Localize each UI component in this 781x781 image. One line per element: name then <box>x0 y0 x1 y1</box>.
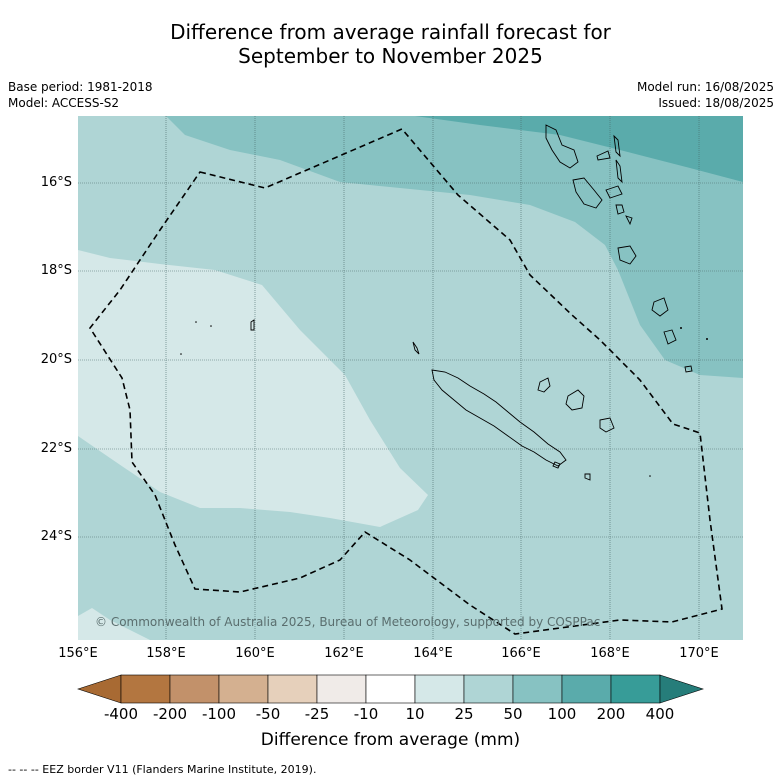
new-caledonia-island <box>431 369 567 467</box>
colorbar-arrow-low <box>77 674 122 704</box>
islet-dot-5 <box>706 338 708 340</box>
islet-dot-3 <box>180 353 182 355</box>
lat-label-24s: 24°S <box>40 529 72 544</box>
lon-label-168e: 168°E <box>590 646 630 661</box>
eez-border <box>89 128 723 635</box>
colorbar-arrow-high <box>659 674 704 704</box>
walpole-island <box>584 473 591 481</box>
contour-100-200 <box>415 116 743 182</box>
lon-label-164e: 164°E <box>413 646 453 661</box>
colorbar-segment <box>120 674 171 704</box>
gridlines <box>78 116 743 640</box>
erromango-island <box>651 297 669 317</box>
colorbar-tick-label: -10 <box>353 705 379 723</box>
ouvea-island <box>537 377 551 393</box>
small-western-islets <box>250 319 255 331</box>
lon-label-170e: 170°E <box>679 646 719 661</box>
pentecost-island <box>615 159 623 184</box>
contour-10-25-sw <box>78 608 150 640</box>
colorbar-tick-label: 10 <box>405 705 425 723</box>
epi-shepherd-islands <box>615 204 633 226</box>
lat-label-20s: 20°S <box>40 352 72 367</box>
mare-island <box>599 417 615 433</box>
colorbar-segment <box>610 674 661 704</box>
colorbar-tick-label: -200 <box>152 705 188 723</box>
lon-label-162e: 162°E <box>324 646 364 661</box>
eez-legend-footer: -- -- -- EEZ border V11 (Flanders Marine… <box>8 763 317 776</box>
model-run: Model run: 16/08/2025 <box>636 80 774 94</box>
title-line-2: September to November 2025 <box>238 44 543 68</box>
islet-dot-4 <box>649 475 651 477</box>
colorbar-tick-label: 50 <box>503 705 523 723</box>
colorbar-segment <box>365 674 416 704</box>
colorbar-tick-label: -100 <box>201 705 237 723</box>
colorbar-tick-label: 100 <box>547 705 577 723</box>
aneityum-island <box>684 365 693 373</box>
colorbar-tick-label: 200 <box>596 705 626 723</box>
colorbar-tick-label: -400 <box>103 705 139 723</box>
model-name: Model: ACCESS-S2 <box>8 96 120 110</box>
colorbar-segment <box>414 674 465 704</box>
belep-islands <box>412 341 420 355</box>
colorbar-segment <box>463 674 514 704</box>
copyright-text: © Commonwealth of Australia 2025, Bureau… <box>95 615 600 629</box>
ambae-island <box>596 150 611 161</box>
malekula-island <box>572 177 603 209</box>
espiritu-santo-island <box>545 124 579 169</box>
lifou-island <box>565 389 585 411</box>
colorbar-tick-label: 25 <box>454 705 474 723</box>
colorbar-title: Difference from average (mm) <box>260 730 521 750</box>
colorbar-tick-label: -25 <box>304 705 330 723</box>
lon-label-156e: 156°E <box>58 646 98 661</box>
issued-date: Issued: 18/08/2025 <box>658 96 774 110</box>
colorbar-tick-label: -50 <box>255 705 281 723</box>
base-period: Base period: 1981-2018 <box>8 80 153 94</box>
lon-label-166e: 166°E <box>501 646 541 661</box>
lon-label-160e: 160°E <box>235 646 275 661</box>
ambrym-island <box>605 185 623 199</box>
colorbar-segment <box>561 674 612 704</box>
lon-label-158e: 158°E <box>146 646 186 661</box>
tanna-island <box>663 329 677 345</box>
colorbar-segment <box>169 674 220 704</box>
lat-label-16s: 16°S <box>40 175 72 190</box>
islet-dot-2 <box>210 325 212 327</box>
islet-dot-1 <box>195 321 197 323</box>
colorbar-segment <box>512 674 563 704</box>
colorbar-segment <box>218 674 269 704</box>
map-panel: © Commonwealth of Australia 2025, Bureau… <box>78 116 743 640</box>
colorbar-segment <box>267 674 318 704</box>
colorbar-segment <box>316 674 367 704</box>
contour-50-100 <box>166 116 743 378</box>
islet-dot-6 <box>680 327 682 329</box>
isle-of-pines <box>552 461 561 469</box>
lat-label-18s: 18°S <box>40 263 72 278</box>
title-line-1: Difference from average rainfall forecas… <box>170 20 611 44</box>
colorbar-tick-label: 400 <box>645 705 675 723</box>
contour-10-25 <box>78 250 428 527</box>
efate-island <box>617 245 637 265</box>
colorbar <box>77 674 704 704</box>
maewo-island <box>613 134 621 158</box>
lat-label-22s: 22°S <box>40 441 72 456</box>
